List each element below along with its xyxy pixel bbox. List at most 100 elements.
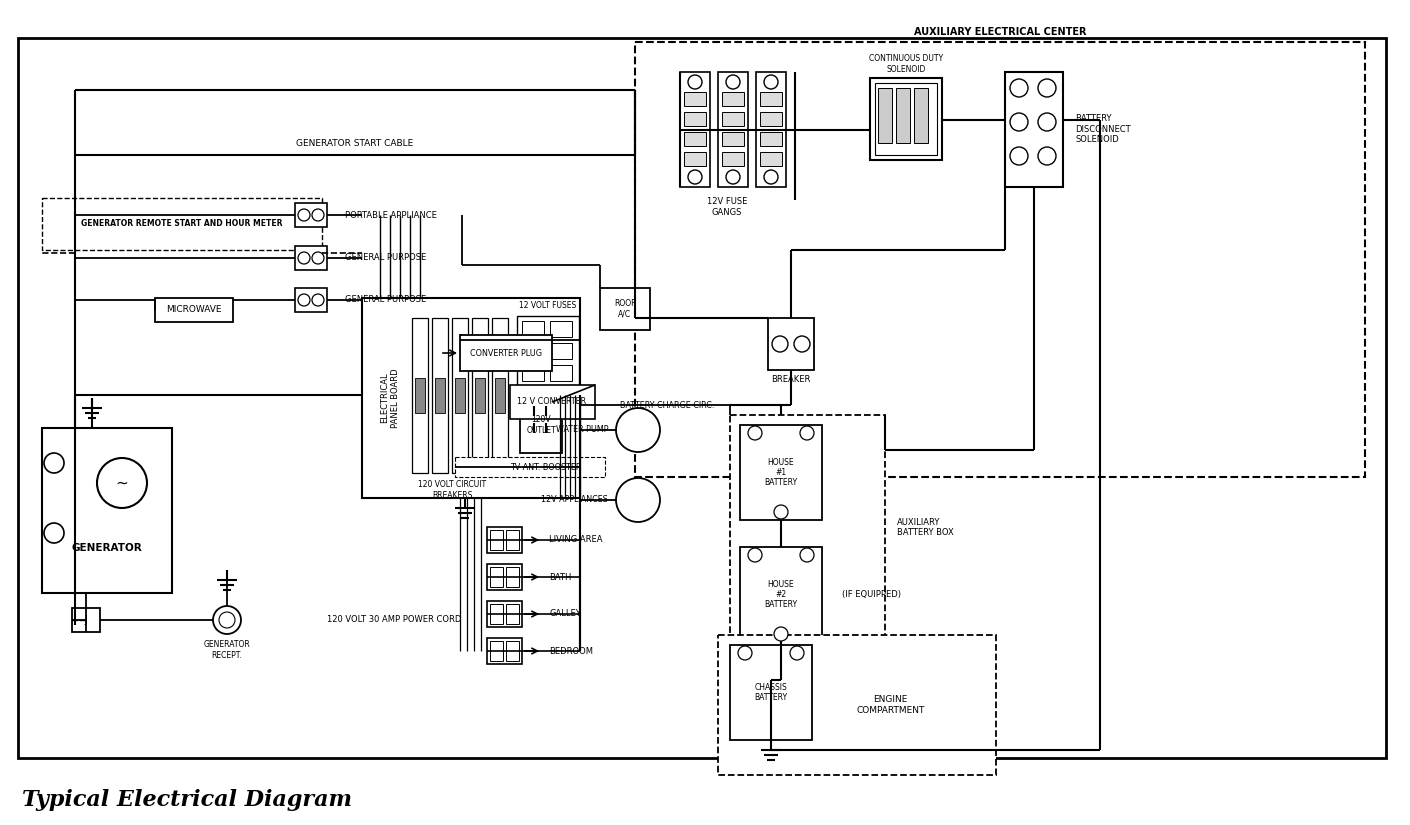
Circle shape [774, 505, 788, 519]
Circle shape [44, 523, 63, 543]
Bar [601, 288, 650, 330]
Text: GENERATOR: GENERATOR [72, 543, 142, 553]
Circle shape [298, 209, 310, 221]
Circle shape [1010, 113, 1028, 131]
Text: GENERATOR REMOTE START AND HOUR METER: GENERATOR REMOTE START AND HOUR METER [82, 219, 283, 229]
Text: LIVING AREA: LIVING AREA [548, 535, 602, 545]
Circle shape [312, 294, 324, 306]
Bar [722, 112, 744, 126]
Bar [155, 298, 233, 322]
Text: AUXILIARY
BATTERY BOX: AUXILIARY BATTERY BOX [897, 518, 953, 537]
Bar [870, 78, 942, 160]
Circle shape [97, 458, 147, 508]
Text: GENERAL PURPOSE: GENERAL PURPOSE [345, 253, 426, 262]
Text: GENERATOR
RECEPT.: GENERATOR RECEPT. [203, 640, 251, 660]
Bar [768, 318, 814, 370]
Bar [730, 415, 885, 680]
Circle shape [219, 612, 235, 628]
Bar [740, 547, 822, 642]
Text: MICROWAVE: MICROWAVE [166, 305, 221, 314]
Bar [634, 42, 1365, 477]
Bar [495, 378, 505, 413]
Circle shape [794, 336, 809, 352]
Bar [760, 92, 783, 106]
Text: TV ANT. BOOSTER: TV ANT. BOOSTER [510, 463, 581, 472]
Text: WATER PUMP: WATER PUMP [556, 426, 608, 435]
Text: 12 V CONVERTER: 12 V CONVERTER [517, 398, 587, 407]
Text: BREAKER: BREAKER [771, 375, 811, 384]
Circle shape [312, 252, 324, 264]
Bar [486, 601, 522, 627]
Circle shape [1010, 147, 1028, 165]
Circle shape [312, 209, 324, 221]
Bar [684, 152, 706, 166]
Text: ~: ~ [116, 475, 128, 491]
Bar [42, 428, 172, 593]
Circle shape [790, 646, 804, 660]
Bar [722, 152, 744, 166]
Bar [895, 88, 909, 143]
Bar [510, 385, 595, 419]
Circle shape [688, 75, 702, 89]
Text: GALLEY: GALLEY [548, 610, 581, 619]
Bar [42, 198, 321, 250]
Text: 120 VOLT 30 AMP POWER CORD: 120 VOLT 30 AMP POWER CORD [327, 615, 461, 625]
Bar [684, 92, 706, 106]
Bar [18, 38, 1386, 758]
Bar [455, 378, 465, 413]
Bar [431, 318, 448, 473]
Text: ELECTRICAL
PANEL BOARD: ELECTRICAL PANEL BOARD [381, 368, 399, 428]
Bar [914, 88, 928, 143]
Circle shape [213, 606, 241, 634]
Bar [295, 203, 327, 227]
Bar [550, 365, 572, 381]
Bar [1005, 72, 1063, 187]
Bar [760, 152, 783, 166]
Bar [491, 604, 503, 624]
Bar [72, 608, 100, 632]
Bar [517, 316, 580, 388]
Text: ROOF
A/C: ROOF A/C [615, 299, 636, 318]
Circle shape [1010, 79, 1028, 97]
Bar [550, 321, 572, 337]
Bar [295, 246, 327, 270]
Circle shape [1038, 147, 1056, 165]
Text: 12V APPLIANCES: 12V APPLIANCES [541, 496, 608, 505]
Bar [756, 72, 785, 187]
Text: CONTINUOUS DUTY
SOLENOID: CONTINUOUS DUTY SOLENOID [869, 54, 943, 73]
Circle shape [737, 646, 752, 660]
Circle shape [298, 294, 310, 306]
Bar [415, 378, 424, 413]
Text: PORTABLE APPLIANCE: PORTABLE APPLIANCE [345, 210, 437, 219]
Bar [876, 83, 938, 155]
Bar [412, 318, 429, 473]
Circle shape [799, 426, 814, 440]
Text: CONVERTER PLUG: CONVERTER PLUG [470, 348, 541, 357]
Circle shape [764, 75, 778, 89]
Text: GENERATOR START CABLE: GENERATOR START CABLE [296, 139, 413, 148]
Bar [506, 604, 519, 624]
Bar [506, 641, 519, 661]
Bar [492, 318, 508, 473]
Bar [460, 335, 551, 371]
Bar [718, 635, 995, 775]
Text: BATTERY
DISCONNECT
SOLENOID: BATTERY DISCONNECT SOLENOID [1074, 114, 1131, 144]
Circle shape [747, 548, 761, 562]
Bar [730, 645, 812, 740]
Text: CHASSIS
BATTERY: CHASSIS BATTERY [754, 683, 788, 702]
Text: 120V
OUTLET: 120V OUTLET [526, 415, 556, 435]
Bar [740, 425, 822, 520]
Circle shape [726, 75, 740, 89]
Bar [684, 132, 706, 146]
Bar [722, 132, 744, 146]
Bar [436, 378, 446, 413]
Bar [472, 318, 488, 473]
Bar [722, 92, 744, 106]
Circle shape [688, 170, 702, 184]
Circle shape [1038, 113, 1056, 131]
Bar [684, 112, 706, 126]
Bar [491, 641, 503, 661]
Text: 12 VOLT FUSES: 12 VOLT FUSES [519, 301, 577, 310]
Circle shape [44, 453, 63, 473]
Text: J: J [85, 615, 87, 625]
